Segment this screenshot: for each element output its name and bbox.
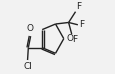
Text: Cl: Cl [23,62,32,71]
Text: F: F [76,2,81,11]
Text: O: O [26,24,33,33]
Text: F: F [79,20,84,29]
Text: O: O [66,34,72,43]
Text: F: F [72,35,77,44]
